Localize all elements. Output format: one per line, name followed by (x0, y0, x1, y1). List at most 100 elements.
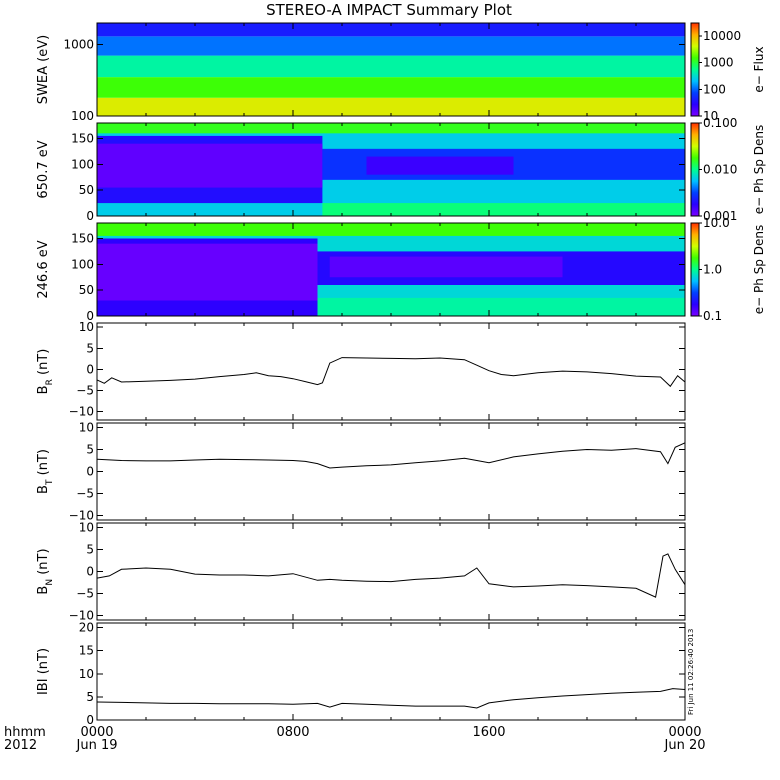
x-tick-date-label: Jun 19 (76, 738, 118, 753)
y-axis-label: BT (nT) (36, 449, 55, 494)
y-tick-label: −5 (76, 487, 94, 501)
colorbar-tick-label: 100 (703, 82, 726, 96)
y-tick-label: 1000 (63, 38, 94, 52)
panel-6: −10 −5 0 5 10 BN (nT) (36, 520, 686, 623)
heatmap-cell (322, 203, 685, 216)
y-axis-label: SWEA (eV) (36, 35, 51, 104)
y-tick-label: 20 (79, 621, 94, 635)
colorbar-tick-label: 10.0 (703, 216, 730, 230)
y-tick-label: 100 (71, 157, 94, 171)
y-tick-label: 0 (86, 362, 94, 376)
footer-hhmm-label: hhmm (4, 725, 46, 740)
colorbar-tick-label: 1.0 (703, 263, 722, 277)
magnetic-field-trace (97, 442, 685, 469)
colorbar: 10 100 1000 10000 e− Flux (690, 22, 766, 123)
panel-2: 0.001 0.010 0.100 e− Ph Sp Dens 0 50 100 150 650… (36, 116, 766, 223)
y-tick-label: 5 (86, 442, 94, 456)
colorbar-tick-label: 10 (703, 109, 718, 123)
y-tick-label: 0 (86, 209, 94, 223)
colorbar-tick-label: 1000 (703, 56, 734, 70)
y-axis-label: 246.6 eV (36, 240, 51, 298)
colorbar-label: e− Flux (752, 46, 766, 92)
panel-3: 0.1 1.0 10.0 e− Ph Sp Dens 0 50 100 150 246.6 eV (36, 216, 766, 323)
panel-1: 10 100 1000 10000 e− Flux 100 1000 SWEA (eV) (36, 22, 766, 123)
y-tick-label: 0 (86, 309, 94, 323)
y-tick-label: −10 (69, 609, 94, 623)
colorbar-tick-label: 0.1 (703, 309, 722, 323)
x-tick-date-label: Jun 20 (664, 738, 706, 753)
panel-frame (96, 522, 686, 621)
y-tick-label: 5 (86, 341, 94, 355)
magnetic-field-trace (97, 357, 685, 388)
y-tick-label: 100 (71, 109, 94, 123)
y-tick-label: 0 (86, 465, 94, 479)
y-axis-label: IBI (nT) (36, 648, 51, 695)
panel-frame (96, 322, 686, 421)
x-tick-label: 0800 (276, 725, 309, 740)
colorbar-tick-label: 0.100 (703, 116, 737, 130)
y-tick-label: 50 (79, 283, 94, 297)
heatmap-cell (366, 156, 514, 175)
heatmap-cell (317, 297, 685, 316)
heatmap-cell (97, 123, 685, 134)
heatmap-cell (97, 97, 685, 116)
colorbar-tick-label: 0.001 (703, 209, 737, 223)
heatmap-image (97, 223, 685, 316)
panel-4: −10 −5 0 5 10 BR (nT) (36, 320, 686, 421)
colorbar-label: e− Ph Sp Dens (752, 125, 766, 214)
x-tick-label: 1600 (472, 725, 505, 740)
heatmap-cell (97, 23, 685, 37)
colorbar-tick-label: 0.010 (703, 163, 737, 177)
y-tick-label: 100 (71, 257, 94, 271)
y-tick-label: 10 (79, 420, 94, 434)
y-tick-label: −5 (76, 587, 94, 601)
x-tick-label: 0000 (668, 725, 701, 740)
y-tick-label: 10 (79, 520, 94, 534)
line-series (97, 357, 685, 388)
plot-title: STEREO-A IMPACT Summary Plot (266, 1, 512, 19)
colorbar-scale (690, 222, 700, 317)
heatmap-cell (97, 36, 685, 56)
x-tick-label: 0000 (80, 725, 113, 740)
colorbar: 0.1 1.0 10.0 e− Ph Sp Dens (690, 216, 766, 323)
y-tick-label: −10 (69, 405, 94, 419)
heatmap-cell (97, 77, 685, 98)
y-tick-label: −10 (69, 509, 94, 523)
colorbar-scale (690, 22, 700, 117)
heatmap-cell (97, 223, 685, 236)
y-tick-label: 10 (79, 667, 94, 681)
colorbar-scale (690, 122, 700, 217)
y-tick-label: 10 (79, 320, 94, 334)
heatmap-cell (97, 243, 318, 301)
line-series (97, 553, 685, 598)
line-series (97, 688, 685, 709)
y-tick-label: 0 (86, 713, 94, 727)
colorbar-label: e− Ph Sp Dens (752, 225, 766, 314)
panel-frame (96, 422, 686, 521)
y-tick-label: 0 (86, 565, 94, 579)
heatmap-cell (97, 143, 323, 188)
footer-year-label: 2012 (4, 738, 37, 753)
panel-5: −10 −5 0 5 10 BT (nT) (36, 420, 686, 523)
y-tick-label: 150 (71, 232, 94, 246)
y-tick-label: 50 (79, 183, 94, 197)
heatmap-cell (97, 55, 685, 78)
y-axis-label: 650.7 eV (36, 140, 51, 198)
line-series (97, 442, 685, 469)
magnetic-field-trace (97, 688, 685, 709)
y-axis-label: BN (nT) (36, 548, 55, 594)
colorbar: 0.001 0.010 0.100 e− Ph Sp Dens (690, 116, 766, 223)
heatmap-image (97, 23, 685, 116)
heatmap-image (97, 123, 685, 216)
y-tick-label: 15 (79, 644, 94, 658)
y-tick-label: 5 (86, 690, 94, 704)
colorbar-tick-label: 10000 (703, 29, 741, 43)
y-axis-label: BR (nT) (36, 349, 55, 395)
y-tick-label: −5 (76, 383, 94, 397)
panel-7: 0 5 10 15 20 IBI (nT) (36, 621, 686, 727)
timestamp-label: Fri Jun 11 02:26:40 2013 (687, 629, 695, 715)
